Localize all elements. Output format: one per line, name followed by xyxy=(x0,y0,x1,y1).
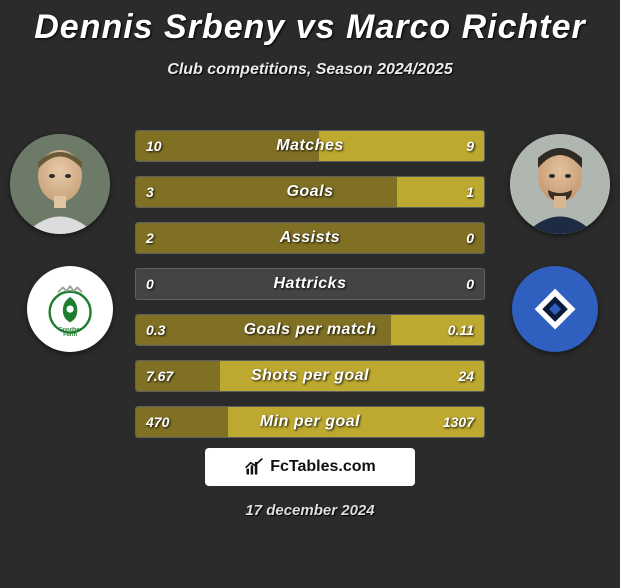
stat-value-right: 1307 xyxy=(443,407,474,437)
stat-value-left: 0.3 xyxy=(146,315,165,345)
stat-value-right: 1 xyxy=(466,177,474,207)
stat-value-left: 10 xyxy=(146,131,162,161)
stat-value-right: 24 xyxy=(458,361,474,391)
stat-value-left: 2 xyxy=(146,223,154,253)
stat-row: Min per goal470 1307 xyxy=(135,406,485,438)
stat-label: Hattricks xyxy=(136,269,484,299)
player2-avatar xyxy=(510,134,610,234)
stat-value-left: 3 xyxy=(146,177,154,207)
stat-label: Min per goal xyxy=(136,407,484,437)
stat-value-right: 0.11 xyxy=(448,315,474,345)
footer-date: 17 december 2024 xyxy=(0,502,620,519)
stat-row: Goals3 1 xyxy=(135,176,485,208)
brand-badge: FcTables.com xyxy=(205,448,415,486)
stat-row: Goals per match0.3 0.11 xyxy=(135,314,485,346)
stat-label: Matches xyxy=(136,131,484,161)
stat-label: Goals per match xyxy=(136,315,484,345)
chart-icon xyxy=(244,457,264,477)
player2-club-badge xyxy=(512,266,598,352)
svg-text:Fürth: Fürth xyxy=(63,332,77,338)
stat-label: Assists xyxy=(136,223,484,253)
stat-row: Assists2 0 xyxy=(135,222,485,254)
stat-row: Matches10 9 xyxy=(135,130,485,162)
stat-value-right: 0 xyxy=(466,223,474,253)
brand-text: FcTables.com xyxy=(270,458,376,476)
subtitle: Club competitions, Season 2024/2025 xyxy=(0,61,620,79)
page-title: Dennis Srbeny vs Marco Richter xyxy=(0,8,620,47)
stat-row: Hattricks0 0 xyxy=(135,268,485,300)
player1-avatar xyxy=(10,134,110,234)
stat-value-left: 0 xyxy=(146,269,154,299)
stat-label: Goals xyxy=(136,177,484,207)
stat-value-left: 7.67 xyxy=(146,361,173,391)
stat-value-right: 0 xyxy=(466,269,474,299)
stats-bars: Matches109Goals31Assists20Hattricks00Goa… xyxy=(135,130,485,452)
stat-label: Shots per goal xyxy=(136,361,484,391)
stat-row: Shots per goal7.67 24 xyxy=(135,360,485,392)
stat-value-right: 9 xyxy=(466,131,474,161)
stat-value-left: 470 xyxy=(146,407,169,437)
player1-club-badge: Greuther Fürth xyxy=(27,266,113,352)
